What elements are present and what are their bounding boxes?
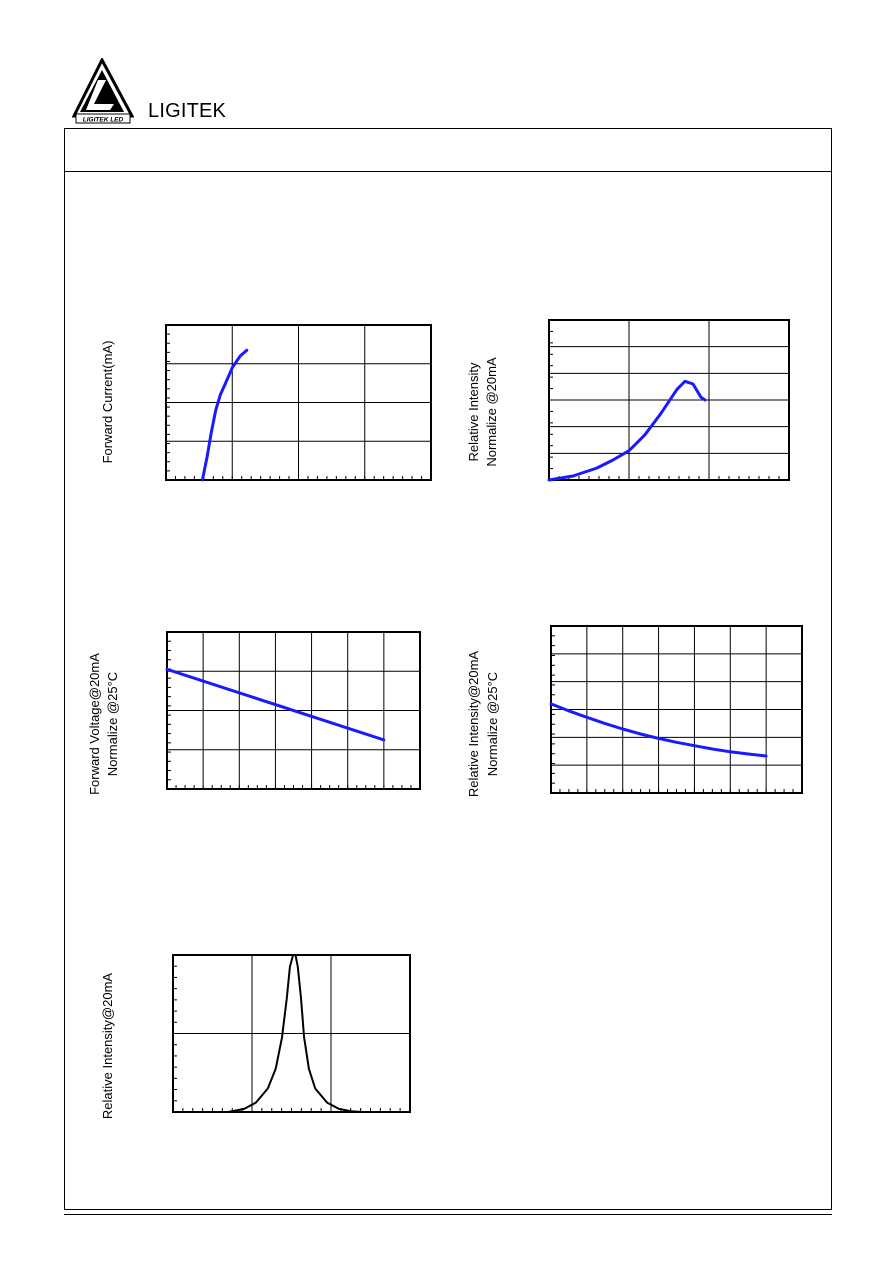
y-axis-label: Normalize @20mA [484, 357, 499, 467]
logo-lettering: LIGITEK LED [83, 117, 124, 124]
chart-rel-intensity-current: Relative Intensity Normalize @20mA [466, 319, 790, 482]
series-line [200, 348, 249, 482]
content-frame [64, 128, 832, 1210]
y-axis-label: Relative Intensity [466, 362, 481, 461]
y-axis-label: Relative Intensity@20mA [100, 973, 115, 1119]
series-line [549, 702, 768, 758]
series-line [227, 954, 364, 1113]
chart-rel-intensity-temp: Relative Intensity@20mA Normalize @25°C [466, 625, 803, 797]
y-axis-label: Forward Current(mA) [100, 341, 115, 464]
brand-name: LIGITEK [148, 100, 227, 122]
series-line [165, 667, 386, 742]
chart-spectrum: Relative Intensity@20mA [100, 954, 411, 1119]
y-axis-label: Normalize @25°C [105, 672, 120, 776]
y-axis-label: Forward Voltage@20mA [87, 653, 102, 795]
chart-fwd-voltage-temp: Forward Voltage@20mA Normalize @25°C [87, 631, 421, 795]
chart-fwd-current: Forward Current(mA) [100, 324, 432, 482]
y-axis-label: Relative Intensity@20mA [466, 651, 481, 797]
ligitek-logo: LIGITEK LED [71, 56, 135, 124]
series-line [547, 379, 707, 482]
footer-divider [64, 1214, 832, 1215]
header-divider [64, 171, 832, 172]
y-axis-label: Normalize @25°C [485, 672, 500, 776]
